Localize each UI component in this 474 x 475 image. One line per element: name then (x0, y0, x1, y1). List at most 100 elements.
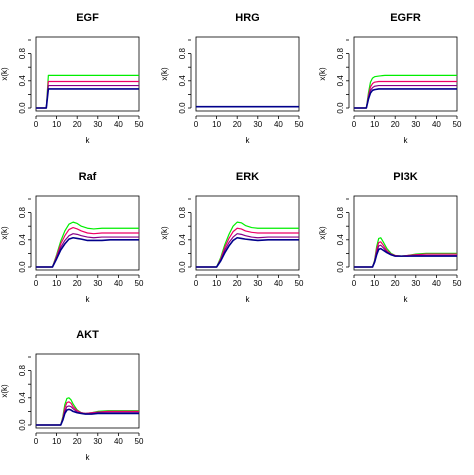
x-tick-label: 20 (73, 279, 82, 288)
x-tick-label: 50 (295, 279, 304, 288)
x-tick-label: 10 (370, 279, 379, 288)
series-line-1 (36, 221, 139, 268)
panel-title: PI3K (393, 171, 418, 183)
x-tick-label: 40 (432, 279, 441, 288)
y-axis-title: x(k) (0, 67, 9, 81)
x-tick-label: 30 (411, 120, 420, 129)
series-line-3 (36, 405, 139, 426)
x-tick-label: 50 (453, 120, 462, 129)
x-tick-label: 20 (391, 279, 400, 288)
series-line-2 (354, 241, 457, 268)
x-tick-label: 20 (73, 120, 82, 129)
series-line-4 (36, 88, 139, 109)
x-axis-title: k (246, 136, 251, 145)
panel-title: Raf (79, 171, 97, 183)
x-tick-label: 0 (34, 120, 39, 129)
y-tick-label: 0.8 (18, 47, 27, 59)
x-tick-label: 50 (453, 279, 462, 288)
x-tick-label: 50 (295, 120, 304, 129)
y-tick-label: 0.4 (178, 75, 187, 87)
x-tick-label: 10 (52, 120, 61, 129)
x-tick-label: 40 (274, 279, 283, 288)
x-tick-label: 30 (93, 437, 102, 446)
y-tick-label: 0.0 (18, 102, 27, 114)
y-tick-label: 0.4 (18, 75, 27, 87)
x-tick-label: 10 (212, 279, 221, 288)
x-tick-label: 40 (114, 437, 123, 446)
plot-frame (353, 36, 458, 112)
x-tick-label: 0 (34, 279, 39, 288)
x-tick-label: 20 (233, 120, 242, 129)
series-line-2 (36, 401, 139, 426)
y-tick-label: 0.8 (336, 47, 345, 59)
x-tick-label: 0 (352, 120, 357, 129)
panel-pi3k: PI3K 0 10 20 30 40 50 0.0 0.4 0.8 k x(k) (318, 171, 462, 304)
plot-frame (353, 195, 458, 271)
x-tick-label: 0 (194, 120, 199, 129)
x-tick-label: 40 (114, 120, 123, 129)
y-tick-label: 0.0 (178, 102, 187, 114)
series-line-4 (36, 236, 139, 268)
x-tick-label: 30 (93, 120, 102, 129)
y-tick-label: 0.8 (18, 364, 27, 376)
panel-title: EGF (76, 12, 99, 24)
y-tick-label: 0.0 (178, 261, 187, 273)
plot-frame (35, 353, 140, 429)
y-tick-label: 0.4 (18, 234, 27, 246)
y-tick-label: 0.8 (178, 47, 187, 59)
series-line-4 (36, 408, 139, 426)
panel-erk: ERK 0 10 20 30 40 50 0.0 0.4 0.8 k x(k) (160, 171, 304, 304)
x-tick-label: 0 (194, 279, 199, 288)
series-line-2 (36, 226, 139, 268)
x-tick-label: 50 (135, 437, 144, 446)
y-tick-label: 0.0 (18, 261, 27, 273)
panel-title: ERK (236, 171, 259, 183)
y-axis-title: x(k) (318, 226, 327, 240)
panel-hrg: HRG 0 10 20 30 40 50 0.0 0.4 0.8 k x(k) (160, 12, 304, 145)
y-tick-label: 0.4 (18, 392, 27, 404)
x-tick-label: 50 (135, 279, 144, 288)
series-line-4 (196, 236, 299, 268)
panel-title: HRG (235, 12, 259, 24)
y-axis-title: x(k) (0, 384, 9, 398)
x-tick-label: 20 (233, 279, 242, 288)
panel-raf: Raf 0 10 20 30 40 50 0.0 0.4 0.8 k x(k) (0, 171, 144, 304)
series-line-1 (36, 74, 139, 109)
plot-frame (195, 36, 300, 112)
x-tick-label: 40 (114, 279, 123, 288)
x-tick-label: 40 (274, 120, 283, 129)
x-tick-label: 10 (370, 120, 379, 129)
panel-title: AKT (76, 329, 99, 341)
x-axis-title: k (404, 136, 409, 145)
y-axis-title: x(k) (0, 226, 9, 240)
x-tick-label: 10 (212, 120, 221, 129)
series-line-3 (36, 233, 139, 268)
panel-egfr: EGFR 0 10 20 30 40 50 0.0 0.4 0.8 k x(k) (318, 12, 462, 145)
y-tick-label: 0.4 (336, 75, 345, 87)
series-line-2 (196, 227, 299, 268)
x-tick-label: 30 (93, 279, 102, 288)
x-tick-label: 20 (73, 437, 82, 446)
panel-egf: EGF 0 10 20 30 40 50 0.0 0.4 0.8 k x(k) (0, 12, 144, 145)
series-line-4 (354, 88, 457, 109)
x-tick-label: 40 (432, 120, 441, 129)
y-tick-label: 0.8 (18, 206, 27, 218)
x-tick-label: 30 (411, 279, 420, 288)
x-axis-title: k (246, 295, 251, 304)
y-axis-title: x(k) (160, 226, 169, 240)
y-tick-label: 0.0 (336, 102, 345, 114)
plot-frame (35, 36, 140, 112)
y-tick-label: 0.4 (336, 234, 345, 246)
x-axis-title: k (404, 295, 409, 304)
series-line-1 (354, 237, 457, 268)
y-tick-label: 0.8 (336, 206, 345, 218)
panel-title: EGFR (390, 12, 421, 24)
y-tick-label: 0.4 (178, 234, 187, 246)
x-tick-label: 10 (52, 437, 61, 446)
series-line-1 (196, 221, 299, 268)
y-axis-title: x(k) (318, 67, 327, 81)
panel-akt: AKT 0 10 20 30 40 50 0.0 0.4 0.8 k x(k) (0, 329, 144, 462)
y-axis-title: x(k) (160, 67, 169, 81)
x-tick-label: 30 (253, 279, 262, 288)
